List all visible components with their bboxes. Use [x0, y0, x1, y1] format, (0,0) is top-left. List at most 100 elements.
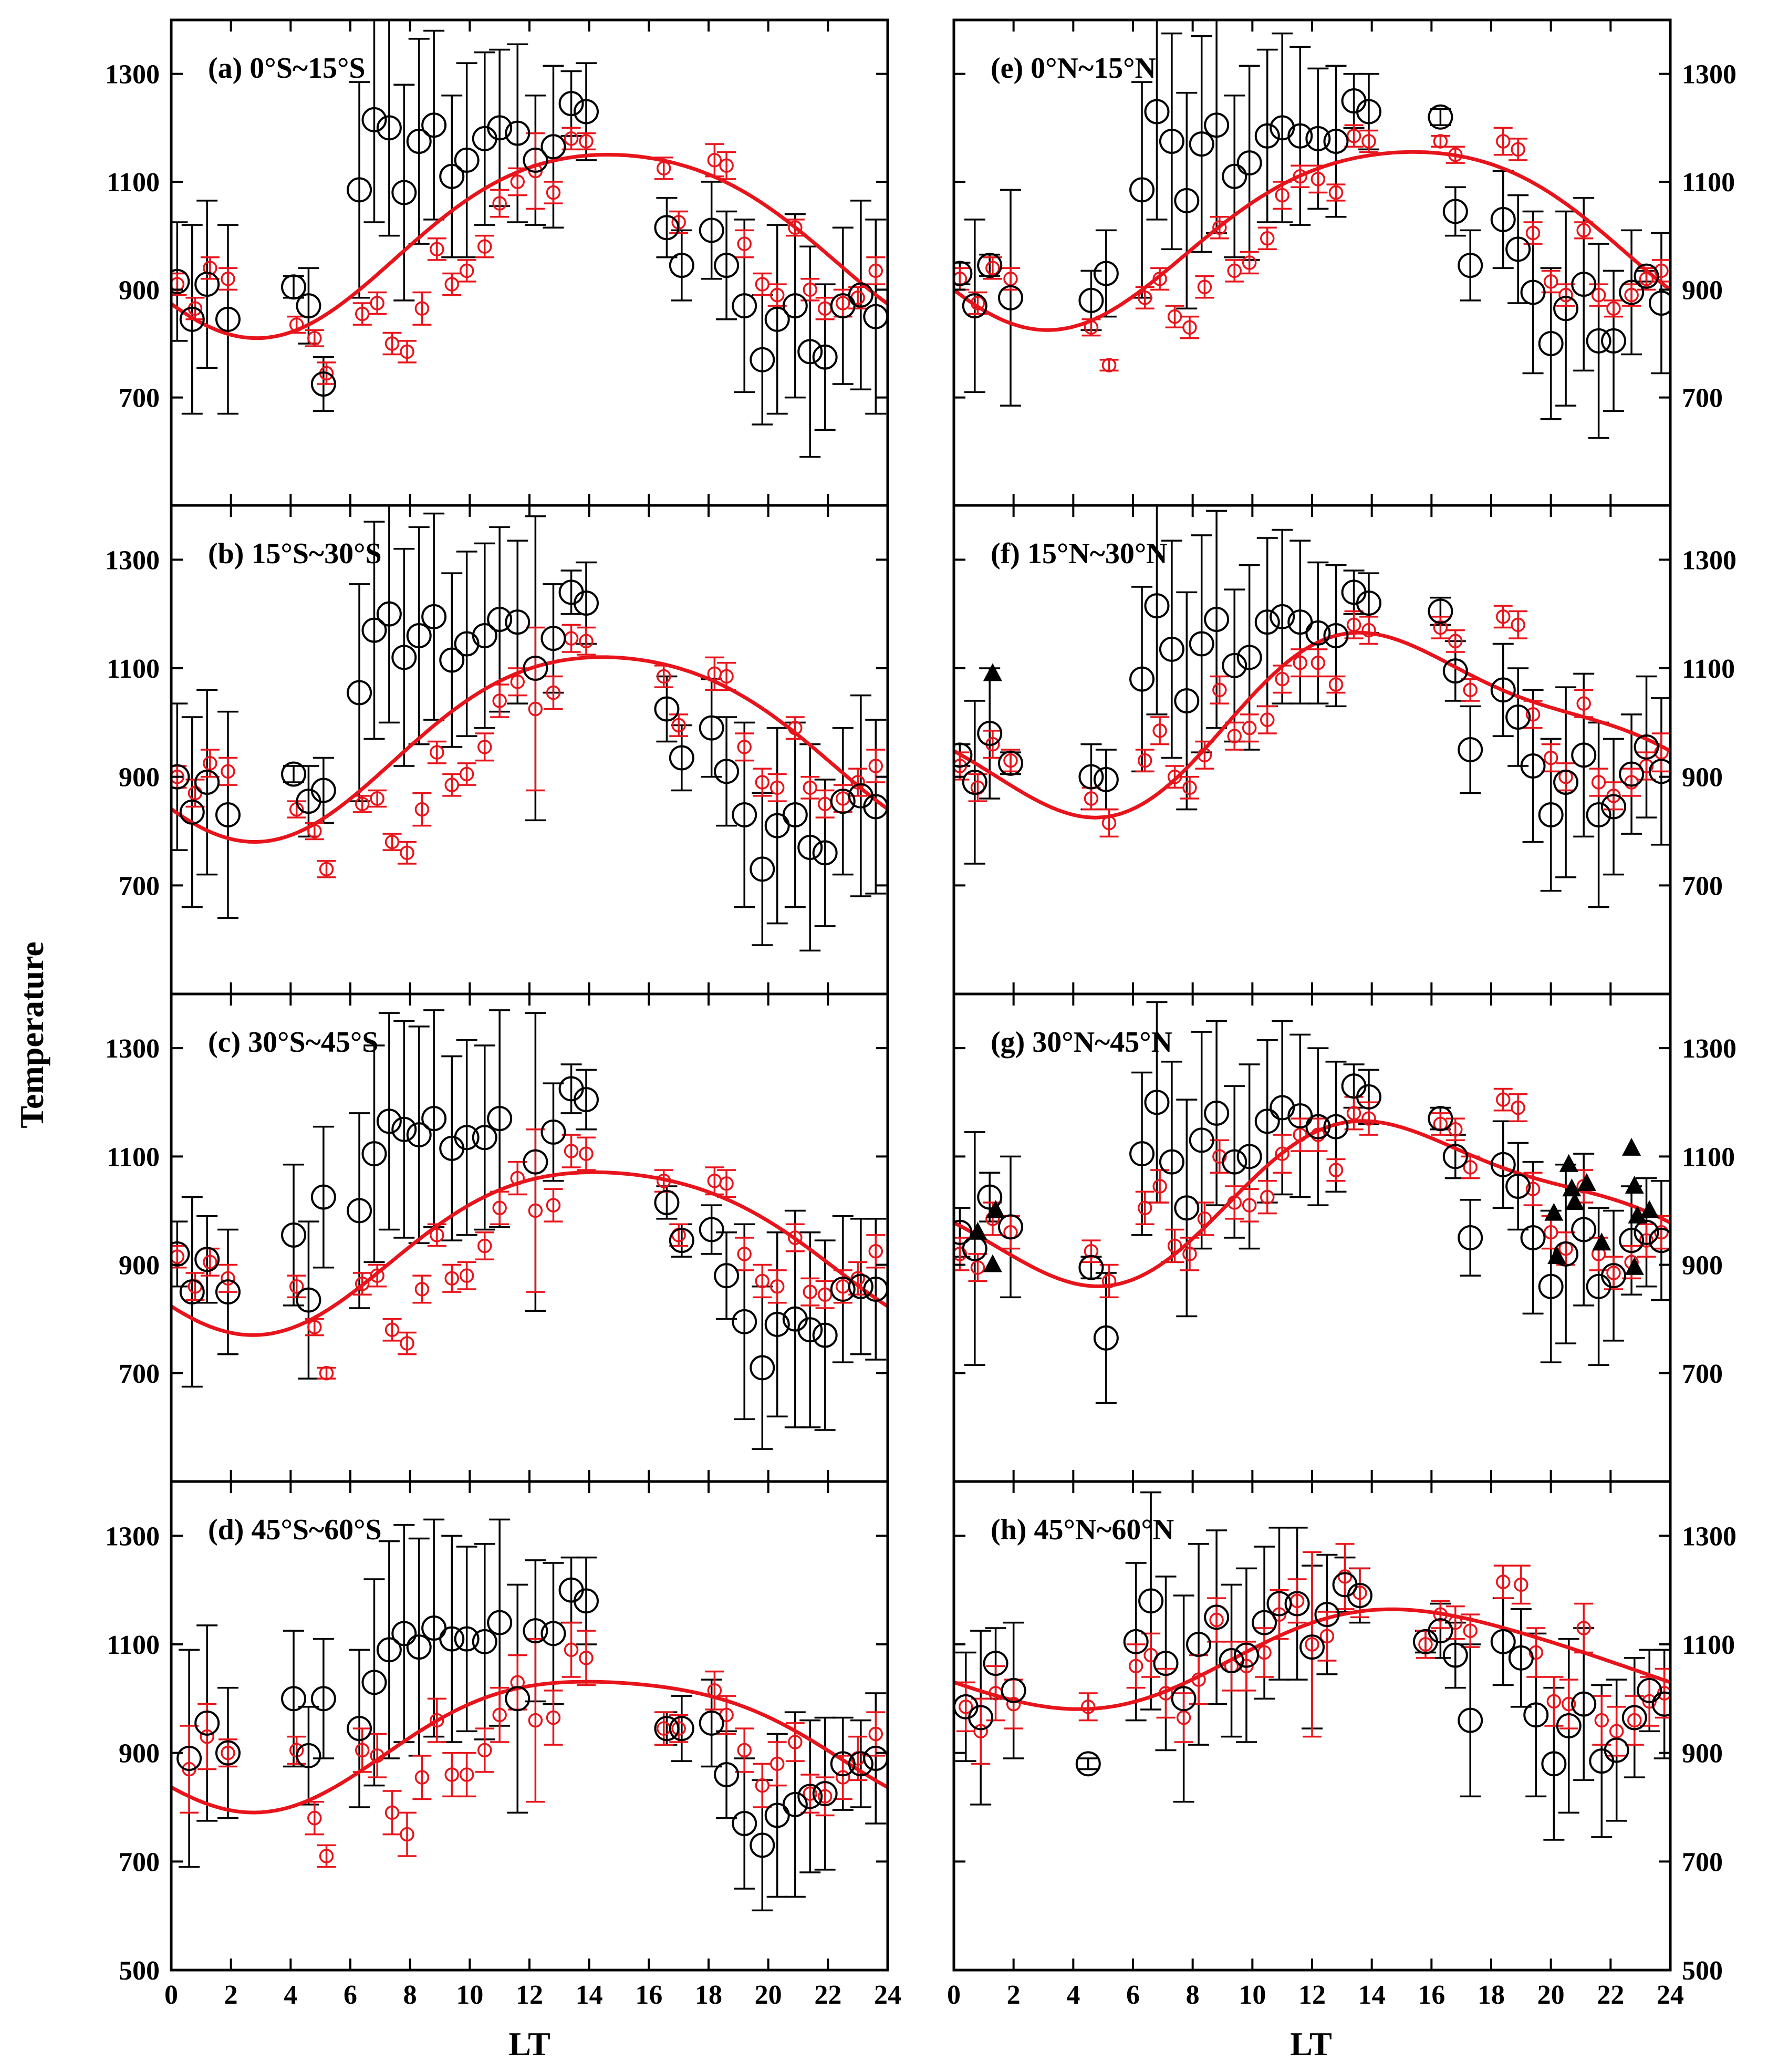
model-point: [355, 1743, 370, 1758]
observed-point: [1093, 1325, 1119, 1351]
y-tick-label: 900: [119, 763, 160, 793]
x-tick-label: 6: [344, 1980, 357, 2010]
model-point: [564, 1642, 579, 1657]
triangle-point: [983, 1254, 1002, 1272]
model-point: [1084, 791, 1099, 806]
y-tick-label: 900: [119, 1251, 160, 1281]
observed-point: [962, 770, 987, 795]
model-point: [1514, 1577, 1528, 1592]
model-point: [1361, 1111, 1376, 1126]
observed-point: [812, 1781, 838, 1807]
model-point: [1137, 753, 1152, 768]
observed-point: [558, 91, 584, 117]
observed-point: [376, 115, 402, 141]
model-point: [1594, 1713, 1609, 1728]
x-tick-label: 20: [1537, 1980, 1565, 2010]
model-point: [970, 296, 985, 310]
x-tick-label: 0: [947, 1980, 961, 2010]
panel-label-b: (b) 15°S~30°S: [208, 537, 382, 570]
observed-point: [1204, 1604, 1230, 1630]
model-point: [1328, 1163, 1344, 1177]
observed-point: [296, 1743, 321, 1768]
panel-label-d: (d) 45°S~60°S: [208, 1514, 382, 1546]
observed-point: [1159, 636, 1184, 662]
plot-area-g: [954, 1001, 1670, 1404]
observed-point: [421, 1106, 447, 1132]
x-tick-label: 2: [1007, 1980, 1021, 2010]
observed-point: [1508, 1645, 1534, 1671]
model-point: [400, 1336, 414, 1351]
model-point: [1209, 1612, 1224, 1628]
triangle-point: [1622, 1137, 1641, 1156]
observed-point: [472, 1629, 497, 1654]
observed-point: [194, 272, 220, 297]
model-point: [546, 185, 561, 200]
observed-point: [406, 1634, 432, 1660]
observed-point: [487, 1610, 513, 1635]
observed-point: [1270, 1095, 1295, 1121]
model-point: [1197, 1211, 1212, 1226]
model-point: [1591, 287, 1606, 303]
observed-point: [669, 253, 694, 278]
observed-point: [540, 1621, 566, 1646]
model-point: [459, 1268, 474, 1283]
triangle-point: [1577, 1173, 1596, 1191]
model-point: [1227, 729, 1242, 743]
observed-point: [1637, 1677, 1662, 1703]
panel-label-c: (c) 30°S~45°S: [208, 1026, 378, 1059]
model-point: [1525, 707, 1541, 722]
observed-point: [1651, 1691, 1670, 1717]
y-axis-title: Temperature: [13, 941, 50, 1128]
plot-area-h: [954, 1491, 1670, 1841]
observed-point: [1648, 759, 1670, 784]
model-point: [171, 1249, 185, 1264]
x-tick-label: 10: [1239, 1980, 1266, 2010]
triangle-point: [1565, 1192, 1585, 1210]
panel-e: 700 900 1100 1300 (e) 0°N~15°N: [952, 18, 1736, 507]
model-point: [1242, 720, 1257, 735]
model-point: [370, 791, 384, 806]
observed-point: [764, 1311, 790, 1337]
observed-point: [764, 306, 790, 332]
observed-point: [310, 1184, 336, 1210]
observed-point: [1123, 1629, 1149, 1654]
model-point: [1525, 1182, 1541, 1196]
observed-point: [523, 1618, 548, 1644]
y-tick-label: 1300: [1682, 1521, 1736, 1551]
x-tick-label: 24: [874, 1980, 901, 2010]
observed-point: [782, 293, 808, 319]
model-point: [1152, 1179, 1167, 1194]
triangle-point: [1625, 1257, 1644, 1275]
model-point: [564, 1144, 579, 1158]
x-tick-label: 12: [516, 1980, 543, 2010]
model-point: [719, 1176, 734, 1191]
observed-point: [750, 347, 775, 372]
model-point: [1242, 255, 1257, 270]
model-point: [221, 1745, 235, 1760]
observed-point: [1189, 631, 1214, 657]
model-point: [1167, 769, 1182, 784]
x-tick-label: 22: [814, 1980, 841, 2010]
observed-point: [310, 371, 336, 397]
model-point: [1128, 1659, 1143, 1674]
observed-point: [1222, 163, 1247, 189]
observed-point: [654, 1189, 680, 1215]
model-point: [1624, 775, 1639, 790]
model-point: [1654, 263, 1669, 278]
observed-point: [1189, 131, 1214, 157]
x-tick-label: 16: [1418, 1980, 1445, 2010]
observed-point: [281, 1222, 307, 1248]
model-point: [1182, 320, 1197, 335]
panel-f: 700 900 1100 1300 (f) 15°N~30°N: [952, 504, 1736, 996]
fit-curve: [954, 630, 1670, 820]
model-point: [1305, 1637, 1319, 1652]
model-point: [510, 174, 525, 189]
observed-point: [1204, 112, 1230, 138]
observed-point: [1505, 1174, 1531, 1199]
model-point: [477, 740, 492, 754]
panel-label-g: (g) 30°N~45°N: [991, 1026, 1172, 1059]
observed-point: [1428, 1618, 1453, 1644]
observed-point: [797, 339, 823, 365]
model-point: [221, 764, 235, 779]
observed-point: [1270, 604, 1295, 629]
